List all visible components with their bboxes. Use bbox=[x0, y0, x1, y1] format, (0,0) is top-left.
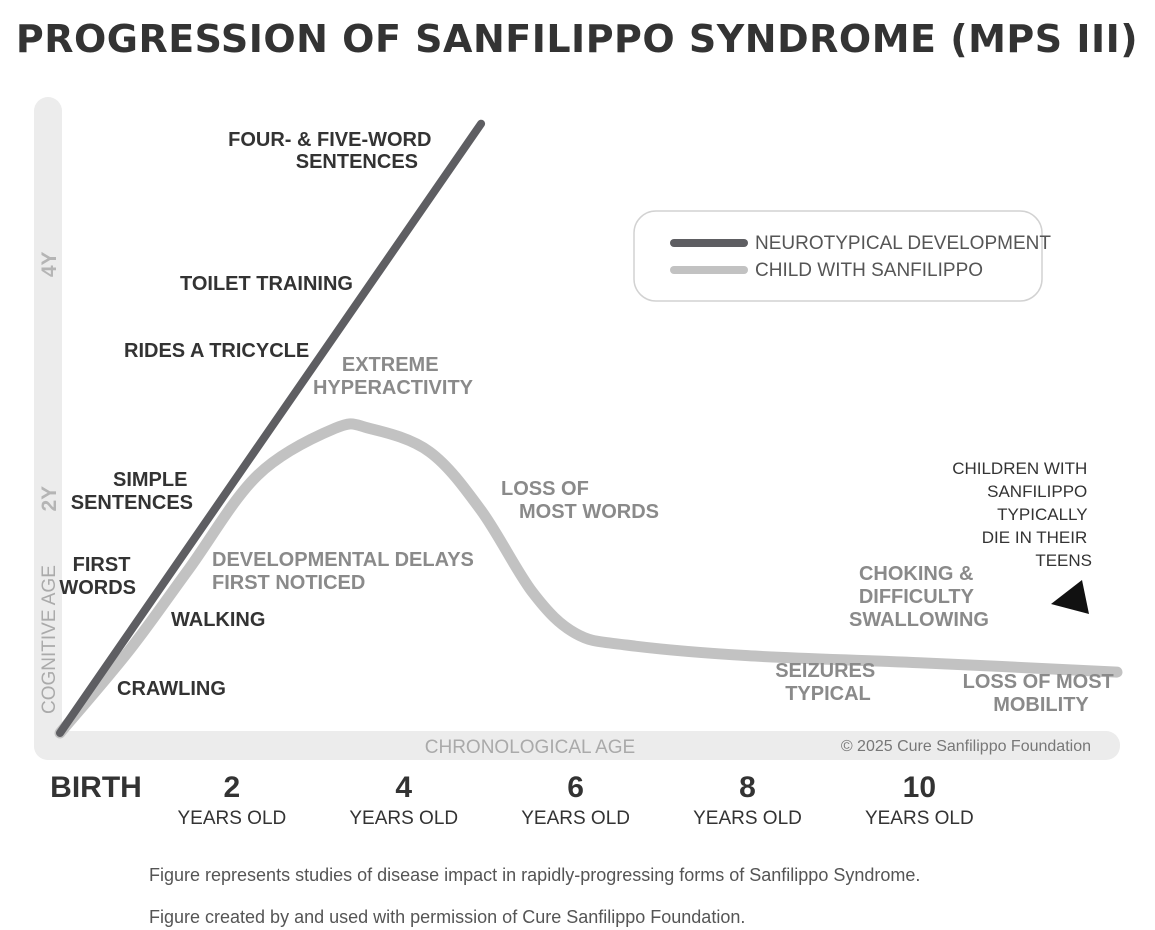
annotation-four-five-word: FOUR- & FIVE-WORD SENTENCES bbox=[228, 129, 437, 173]
footnote-1: Figure represents studies of disease imp… bbox=[149, 865, 920, 885]
y-axis-label: COGNITIVE AGE bbox=[39, 565, 60, 714]
annotations-neurotypical: FOUR- & FIVE-WORD SENTENCES TOILET TRAIN… bbox=[59, 129, 437, 700]
x-tick-label-10: 10 bbox=[903, 771, 936, 804]
series-line-neurotypical bbox=[56, 119, 486, 737]
annotations-sanfilippo: EXTREME HYPERACTIVITY DEVELOPMENTAL DELA… bbox=[212, 354, 1120, 716]
y-tick-label-2y: 2Y bbox=[38, 486, 61, 512]
annotation-loss-of-words: LOSS OF MOST WORDS bbox=[501, 478, 659, 523]
legend-box bbox=[633, 210, 1043, 302]
annotation-choking: CHOKING & DIFFICULTY SWALLOWING bbox=[849, 563, 989, 631]
copyright-label: © 2025 Cure Sanfilippo Foundation bbox=[841, 738, 1091, 755]
x-tick-label-4: 4 bbox=[395, 771, 412, 804]
x-tick-sublabel: YEARS OLD bbox=[177, 808, 286, 829]
y-axis-band bbox=[34, 97, 62, 760]
x-tick-sublabel: YEARS OLD bbox=[521, 808, 630, 829]
x-tick-sublabel: YEARS OLD bbox=[349, 808, 458, 829]
series-line-sanfilippo bbox=[54, 418, 1123, 739]
x-tick-label-2: 2 bbox=[224, 771, 241, 804]
x-tick-sublabel: YEARS OLD bbox=[865, 808, 974, 829]
legend-label-sanfilippo: CHILD WITH SANFILIPPO bbox=[755, 260, 983, 281]
annotation-tricycle: RIDES A TRICYCLE bbox=[124, 340, 309, 362]
teens-note: CHILDREN WITH SANFILIPPO TYPICALLY DIE I… bbox=[952, 459, 1092, 570]
annotation-crawling: CRAWLING bbox=[117, 678, 226, 700]
legend: NEUROTYPICAL DEVELOPMENT CHILD WITH SANF… bbox=[633, 210, 1051, 302]
annotation-loss-of-mobility: LOSS OF MOST MOBILITY bbox=[963, 671, 1120, 716]
annotation-toilet-training: TOILET TRAINING bbox=[180, 273, 353, 295]
annotation-developmental-delays: DEVELOPMENTAL DELAYS FIRST NOTICED bbox=[212, 549, 479, 594]
chart-title: PROGRESSION OF SANFILIPPO SYNDROME (MPS … bbox=[16, 17, 1138, 61]
annotation-first-words: FIRST WORDS bbox=[59, 554, 136, 599]
x-tick-label-6: 6 bbox=[567, 771, 584, 804]
x-tick-sublabel: YEARS OLD bbox=[693, 808, 802, 829]
annotation-seizures: SEIZURES TYPICAL bbox=[775, 660, 881, 705]
x-tick-label-8: 8 bbox=[739, 771, 756, 804]
x-ticks: BIRTH 2 YEARS OLD 4 YEARS OLD 6 YEARS OLD 8 YEAR… bbox=[50, 771, 974, 829]
y-ticks: 2Y 4Y bbox=[38, 251, 61, 511]
x-axis-label: CHRONOLOGICAL AGE bbox=[425, 737, 635, 758]
footnote-2: Figure created by and used with permissi… bbox=[149, 907, 745, 927]
annotation-simple-sentences: SIMPLE SENTENCES bbox=[71, 469, 193, 514]
y-tick-label-4y: 4Y bbox=[38, 251, 61, 277]
annotation-walking: WALKING bbox=[171, 609, 265, 631]
arrow-icon bbox=[1051, 580, 1089, 614]
annotation-hyperactivity: EXTREME HYPERACTIVITY bbox=[313, 354, 474, 399]
legend-label-neurotypical: NEUROTYPICAL DEVELOPMENT bbox=[755, 233, 1051, 254]
x-axis-band bbox=[34, 731, 1120, 760]
x-tick-label-birth: BIRTH bbox=[50, 771, 142, 804]
